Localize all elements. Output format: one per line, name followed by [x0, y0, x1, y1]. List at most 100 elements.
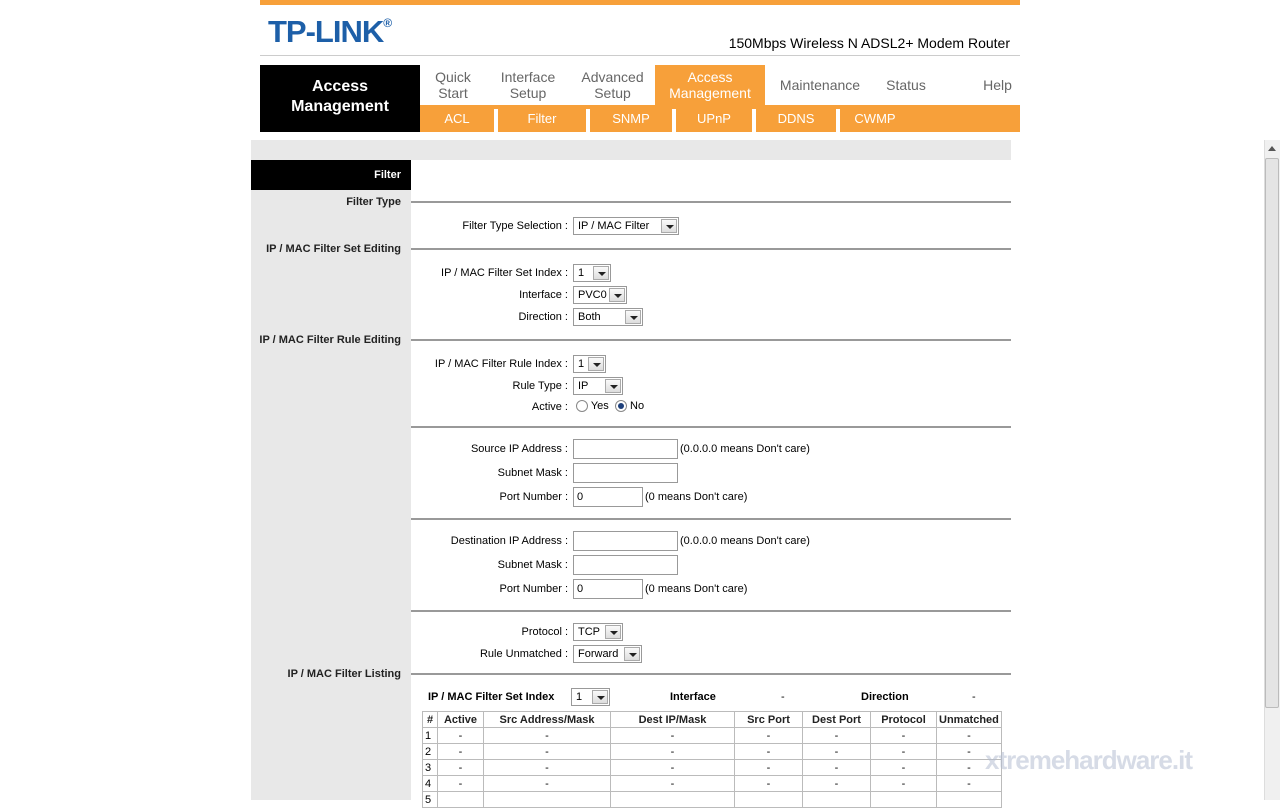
table-cell: -: [483, 743, 611, 760]
rule-index-label: IP / MAC Filter Rule Index :: [434, 358, 568, 370]
tab-maintenance[interactable]: Maintenance: [779, 77, 861, 93]
table-row: 4-------: [422, 775, 1002, 792]
table-cell: -: [437, 727, 484, 744]
sidebar: [251, 160, 411, 800]
table-cell: -: [734, 759, 803, 776]
table-cell: -: [936, 727, 1002, 744]
rule-type-label: Rule Type :: [512, 380, 568, 392]
chevron-down-icon: [592, 690, 608, 704]
src-mask-input[interactable]: [573, 463, 678, 483]
rule-index-select[interactable]: 1: [573, 355, 606, 373]
scrollbar-thumb[interactable]: [1265, 158, 1279, 708]
dst-ip-label: Destination IP Address :: [450, 535, 568, 547]
section-rule-editing: IP / MAC Filter Rule Editing: [259, 334, 401, 346]
active-yes-label: Yes: [590, 400, 609, 412]
divider: [411, 248, 1011, 250]
table-cell: -: [870, 775, 937, 792]
table-row: 2-------: [422, 743, 1002, 760]
listing-direction-value: -: [972, 691, 976, 703]
active-no-label: No: [630, 400, 645, 412]
chevron-down-icon: [609, 288, 625, 302]
dst-mask-input[interactable]: [573, 555, 678, 575]
tab-quick-start[interactable]: Quick Start: [435, 69, 471, 101]
chevron-down-icon: [661, 219, 677, 233]
src-ip-input[interactable]: [573, 439, 678, 459]
content-top-bar: [251, 140, 1011, 160]
subtab-filter[interactable]: Filter: [527, 111, 557, 126]
table-cell: -: [870, 743, 937, 760]
tab-help[interactable]: Help: [983, 77, 1012, 93]
chevron-down-icon: [593, 266, 609, 280]
divider: [411, 673, 1011, 675]
subtab-snmp[interactable]: SNMP: [612, 111, 650, 126]
tab-access-management[interactable]: Access Management: [655, 65, 765, 105]
listing-interface-label: Interface: [670, 691, 716, 703]
chevron-down-icon: [605, 625, 621, 639]
protocol-label: Protocol :: [521, 626, 568, 638]
subtab-upnp[interactable]: UPnP: [697, 111, 731, 126]
src-port-input[interactable]: 0: [573, 487, 643, 507]
chevron-down-icon: [625, 310, 641, 324]
unmatched-select[interactable]: Forward: [573, 645, 642, 663]
src-ip-hint: (0.0.0.0 means Don't care): [680, 443, 810, 455]
model-name: 150Mbps Wireless N ADSL2+ Modem Router: [728, 35, 1010, 51]
divider: [752, 109, 756, 132]
table-cell: -: [802, 727, 871, 744]
subtab-cwmp[interactable]: CWMP: [854, 111, 896, 126]
table-cell: 4: [422, 775, 438, 792]
divider: [836, 109, 840, 132]
chevron-down-icon: [605, 379, 621, 393]
dst-ip-input[interactable]: [573, 531, 678, 551]
tab-interface-setup[interactable]: Interface Setup: [500, 69, 556, 101]
subnav-bar: [420, 105, 1020, 132]
divider: [411, 426, 1011, 428]
table-cell: -: [734, 775, 803, 792]
col-protocol: Protocol: [870, 711, 937, 728]
table-cell: -: [734, 727, 803, 744]
scroll-up-icon[interactable]: [1268, 146, 1276, 151]
active-no-radio[interactable]: [614, 400, 627, 413]
dst-port-hint: (0 means Don't care): [645, 583, 748, 595]
filter-type-select[interactable]: IP / MAC Filter: [573, 217, 679, 235]
listing-direction-label: Direction: [861, 691, 909, 703]
col-src: Src Address/Mask: [483, 711, 611, 728]
dst-port-label: Port Number :: [499, 583, 568, 595]
divider: [411, 518, 1011, 520]
divider: [260, 55, 1020, 56]
subtab-ddns[interactable]: DDNS: [777, 111, 815, 126]
table-cell: 1: [422, 727, 438, 744]
tab-advanced-setup[interactable]: Advanced Setup: [581, 69, 644, 101]
watermark-logo: xtremehardware.it: [985, 745, 1193, 775]
table-cell: -: [802, 743, 871, 760]
table-cell: -: [870, 759, 937, 776]
filter-type-label: Filter Type Selection :: [462, 220, 568, 232]
section-listing: IP / MAC Filter Listing: [287, 668, 401, 680]
active-yes-radio[interactable]: [576, 400, 588, 413]
table-cell: -: [483, 759, 611, 776]
table-cell: -: [936, 775, 1002, 792]
dst-mask-label: Subnet Mask :: [497, 559, 568, 571]
dst-port-input[interactable]: 0: [573, 579, 643, 599]
tab-status[interactable]: Status: [886, 77, 926, 93]
divider: [411, 610, 1011, 612]
direction-select[interactable]: Both: [573, 308, 643, 326]
listing-set-index-select[interactable]: 1: [571, 688, 610, 706]
table-cell: -: [610, 759, 735, 776]
table-cell: -: [610, 775, 735, 792]
src-ip-label: Source IP Address :: [470, 443, 568, 455]
src-mask-label: Subnet Mask :: [497, 467, 568, 479]
table-cell: -: [437, 759, 484, 776]
table-cell: -: [734, 743, 803, 760]
interface-select[interactable]: PVC0: [573, 286, 627, 304]
rule-type-select[interactable]: IP: [573, 377, 623, 395]
chevron-down-icon: [588, 357, 604, 371]
table-cell: 2: [422, 743, 438, 760]
interface-label: Interface :: [519, 289, 568, 301]
subtab-acl[interactable]: ACL: [444, 111, 470, 126]
table-cell: -: [483, 775, 611, 792]
chevron-down-icon: [624, 647, 640, 661]
protocol-select[interactable]: TCP: [573, 623, 623, 641]
table-cell: -: [437, 775, 484, 792]
table-cell: 3: [422, 759, 438, 776]
set-index-select[interactable]: 1: [573, 264, 611, 282]
